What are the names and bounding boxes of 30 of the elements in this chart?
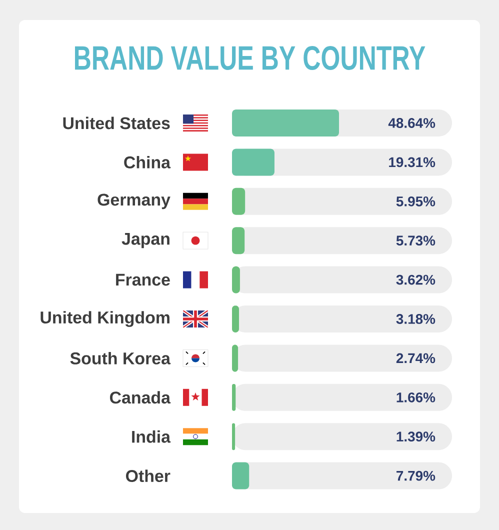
data-label: 3.62%: [396, 274, 436, 285]
bar: [232, 266, 240, 294]
data-label: 19.31%: [389, 157, 436, 168]
data-label: 3.18%: [396, 314, 436, 324]
bar: [232, 188, 246, 215]
bar: [232, 306, 239, 332]
y-tick-label: United Kingdom: [40, 311, 170, 327]
data-label: 48.64%: [388, 118, 436, 128]
y-tick-label: China: [124, 156, 171, 168]
y-tick-label: France: [116, 274, 170, 286]
bar: [232, 148, 274, 176]
bar: [232, 462, 250, 490]
bar: [232, 344, 238, 372]
data-label: 1.66%: [396, 392, 436, 402]
data-label: 5.95%: [396, 196, 436, 206]
data-label: 5.73%: [396, 236, 436, 246]
y-tick-label: Germany: [98, 194, 170, 210]
data-label: 2.74%: [396, 353, 436, 364]
y-tick-label: South Korea: [70, 352, 171, 364]
bar: [232, 423, 236, 450]
data-label: 1.39%: [396, 432, 436, 442]
bar: [232, 227, 245, 254]
y-tick-label: India: [132, 430, 171, 443]
bar: [232, 384, 236, 411]
data-label: 7.79%: [396, 470, 436, 481]
chart-title: BRAND VALUE BY COUNTRY: [75, 46, 426, 70]
y-tick-label: United States: [63, 116, 170, 130]
y-tick-label: Other: [126, 470, 170, 482]
y-tick-label: Japan: [122, 233, 170, 248]
y-tick-label: Canada: [110, 391, 171, 404]
